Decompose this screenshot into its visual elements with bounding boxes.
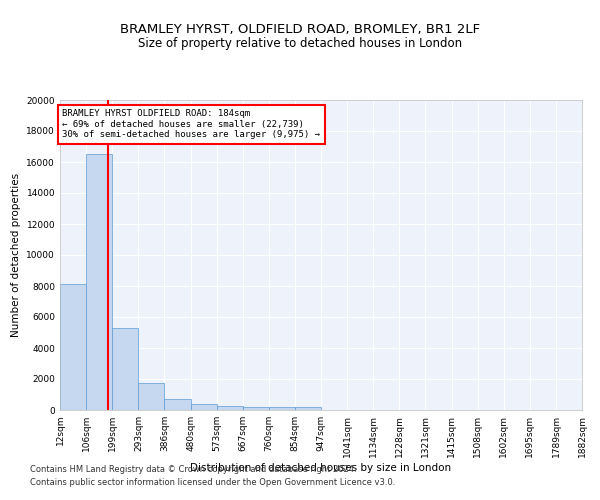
Text: BRAMLEY HYRST OLDFIELD ROAD: 184sqm
← 69% of detached houses are smaller (22,739: BRAMLEY HYRST OLDFIELD ROAD: 184sqm ← 69… [62,110,320,139]
Bar [60,284,86,410]
Bar [243,406,269,410]
Bar [269,407,295,410]
Text: Contains HM Land Registry data © Crown copyright and database right 2024.: Contains HM Land Registry data © Crown c… [30,466,356,474]
Bar [139,383,164,410]
Bar [164,399,191,410]
Bar [295,408,321,410]
Bar [86,154,112,410]
X-axis label: Distribution of detached houses by size in London: Distribution of detached houses by size … [190,462,452,472]
Y-axis label: Number of detached properties: Number of detached properties [11,173,21,337]
Bar [217,406,243,410]
Bar [112,328,139,410]
Text: BRAMLEY HYRST, OLDFIELD ROAD, BROMLEY, BR1 2LF: BRAMLEY HYRST, OLDFIELD ROAD, BROMLEY, B… [120,22,480,36]
Bar [191,404,217,410]
Text: Size of property relative to detached houses in London: Size of property relative to detached ho… [138,38,462,51]
Text: Contains public sector information licensed under the Open Government Licence v3: Contains public sector information licen… [30,478,395,487]
